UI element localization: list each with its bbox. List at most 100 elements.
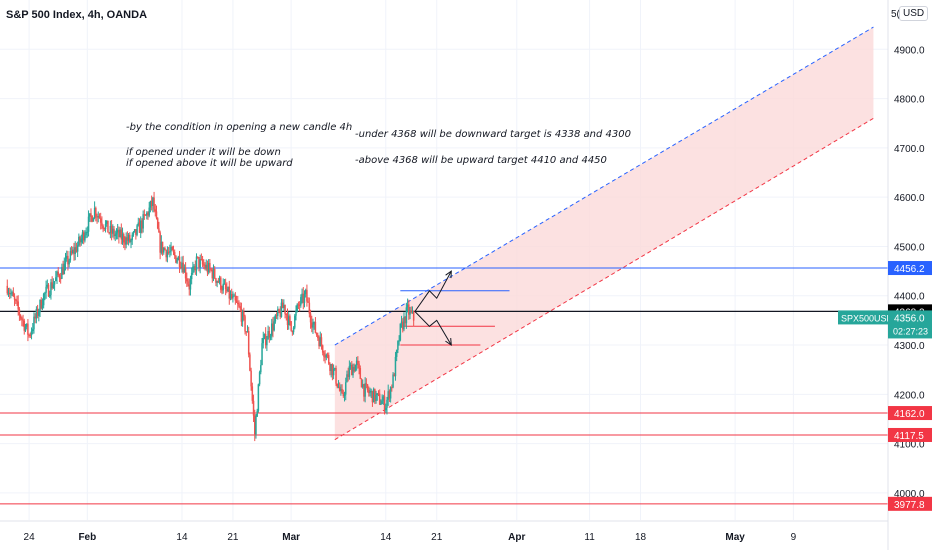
candle-body [308, 302, 311, 314]
candle-body [86, 231, 89, 233]
candle-body [99, 218, 102, 223]
candle-body [295, 310, 297, 316]
candle-body [142, 214, 144, 229]
candle-body [79, 236, 81, 243]
candle-body [74, 247, 76, 254]
candle-body [6, 285, 9, 294]
candle-body [125, 237, 127, 245]
candle-body [268, 330, 271, 338]
candle-body [188, 284, 190, 290]
candle-body [82, 232, 85, 241]
candle-body [326, 354, 329, 356]
candle-body [254, 415, 256, 435]
candle-body [141, 220, 143, 229]
candle-body [335, 368, 337, 384]
candle-body [139, 220, 142, 233]
candle-body [403, 316, 405, 330]
candle-body [395, 349, 398, 357]
candle-body [211, 270, 214, 279]
candle-body [103, 228, 106, 230]
time-tick-label: 21 [431, 532, 443, 543]
candle-body [93, 207, 96, 218]
candle-body [131, 234, 133, 241]
candle-body [53, 281, 56, 285]
candle-body [42, 293, 45, 306]
candle-body [160, 241, 163, 253]
annotation-condition: -by the condition in opening a new candl… [126, 122, 353, 133]
candle-body [200, 259, 203, 261]
time-tick-label: Apr [508, 532, 525, 543]
candle-body [96, 216, 98, 218]
candle-body [164, 248, 166, 251]
candle-body [119, 229, 121, 237]
candle-body [290, 321, 292, 331]
candle-body [199, 259, 201, 268]
time-tick-label: 9 [791, 532, 797, 543]
candle-body [332, 369, 335, 376]
candle-body [187, 281, 189, 285]
candle-body [87, 216, 90, 232]
channel-upper-line [334, 26, 874, 346]
candle-body [169, 251, 171, 253]
candle-body [256, 410, 258, 417]
candle-body [166, 251, 169, 258]
candle-body [85, 232, 87, 236]
candle-body [136, 225, 138, 235]
candle-body [203, 264, 205, 266]
candle-body [22, 319, 24, 321]
candle-body [243, 311, 245, 317]
candle-body [223, 283, 226, 285]
price-tick-label: 4200.0 [894, 390, 925, 401]
candle-body [397, 341, 399, 350]
candle-body [360, 378, 363, 388]
candle-body [92, 217, 95, 222]
candle-body [137, 222, 140, 226]
candle-body [189, 279, 192, 290]
candle-body [302, 293, 305, 303]
candle-body [222, 283, 224, 291]
candle-body [349, 364, 352, 367]
candle-body [341, 388, 343, 393]
candle-body [181, 262, 183, 268]
candle-body [370, 390, 372, 393]
currency-button[interactable]: USD [899, 6, 929, 21]
candle-body [152, 197, 154, 206]
candle-body [172, 250, 175, 253]
candle-body [106, 220, 108, 224]
candle-body [178, 256, 181, 267]
candle-body [285, 313, 288, 315]
level-price-tag [888, 406, 932, 421]
candle-body [23, 320, 26, 331]
candle-body [331, 364, 334, 376]
level-price-label: 4456.2 [894, 264, 925, 275]
candle-body [110, 225, 113, 234]
candle-body [325, 354, 328, 358]
candle-body [369, 392, 371, 394]
candle-body [394, 356, 397, 377]
time-axis[interactable]: 24 Feb 14 21 Mar 14 21 Apr 11 18 May 9 [0, 520, 888, 543]
candle-body [84, 235, 86, 241]
price-axis[interactable]: 4000.0 4100.0 4200.0 4300.0 4400.0 4500.0 4600… [838, 0, 932, 550]
candle-body [217, 281, 220, 283]
candle-body [319, 337, 322, 347]
candle-body [170, 247, 172, 252]
candle-body [315, 332, 318, 335]
candle-body [143, 214, 146, 216]
candle-body [21, 318, 23, 320]
candle-body [287, 316, 290, 326]
candle-body [365, 383, 368, 385]
down-arrow [414, 311, 452, 346]
candle-body [76, 245, 79, 252]
candle-body [286, 314, 289, 326]
candle-body [153, 197, 155, 210]
candle-body [304, 289, 307, 295]
candle-body [385, 407, 387, 411]
candle-body [260, 365, 262, 373]
price-tick-label: 4500.0 [894, 242, 925, 253]
price-tick-label: 4600.0 [894, 193, 925, 204]
price-tick-label: 4800.0 [894, 95, 925, 106]
candle-body [314, 321, 317, 333]
candle-body [320, 337, 323, 346]
candle-body [165, 250, 167, 258]
